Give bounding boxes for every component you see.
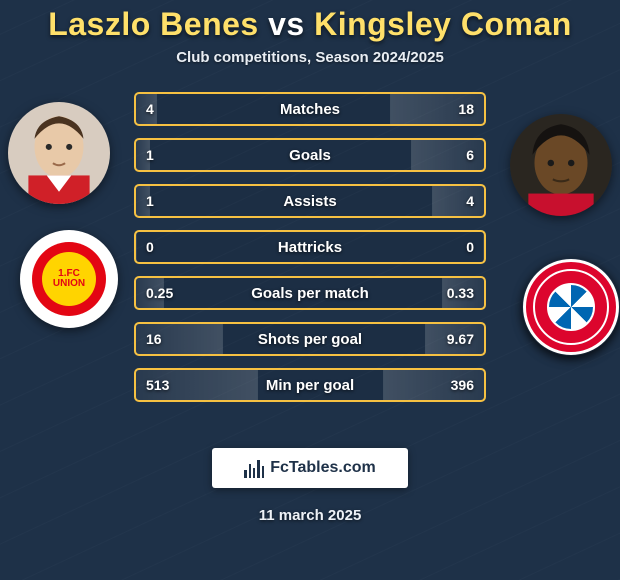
content-area: 1.FCUNION 418Matches16Goals14Assists00Ha…	[0, 92, 620, 422]
stat-label: Assists	[283, 193, 336, 210]
vs-label: vs	[268, 6, 305, 42]
union-berlin-badge: 1.FCUNION	[32, 242, 106, 316]
stat-right-value: 4	[466, 193, 474, 209]
player1-club-logo: 1.FCUNION	[20, 230, 118, 328]
stat-right-fill	[483, 232, 484, 262]
fctables-icon	[244, 458, 264, 478]
stat-row: 16 9.67 Shots per goal	[134, 322, 486, 356]
stat-right-value: 0	[466, 239, 474, 255]
player2-avatar-placeholder	[510, 114, 612, 216]
stat-left-value: 4	[146, 101, 154, 117]
stat-row: 1 4 Assists	[134, 184, 486, 218]
player1-name: Laszlo Benes	[48, 6, 259, 42]
stat-right-fill	[432, 186, 484, 216]
watermark-text: FcTables.com	[270, 459, 376, 477]
stat-row: 513 396 Min per goal	[134, 368, 486, 402]
watermark-badge: FcTables.com	[212, 448, 408, 488]
stat-row: 1 6 Goals	[134, 138, 486, 172]
stat-left-value: 16	[146, 331, 162, 347]
bayern-badge	[523, 259, 619, 355]
stat-label: Goals per match	[251, 285, 369, 302]
union-berlin-badge-inner: 1.FCUNION	[42, 252, 96, 306]
stat-row: 0.25 0.33 Goals per match	[134, 276, 486, 310]
page-title: Laszlo Benes vs Kingsley Coman	[0, 6, 620, 43]
stats-table: 418Matches16Goals14Assists00Hattricks0.2…	[134, 92, 486, 402]
stat-right-value: 396	[451, 377, 474, 393]
stat-label: Matches	[280, 101, 340, 118]
stat-row: 0 0 Hattricks	[134, 230, 486, 264]
stat-left-value: 0.25	[146, 285, 173, 301]
stat-label: Hattricks	[278, 239, 342, 256]
stat-label: Goals	[289, 147, 331, 164]
stat-right-value: 6	[466, 147, 474, 163]
stat-left-value: 513	[146, 377, 169, 393]
stat-right-value: 0.33	[447, 285, 474, 301]
player2-name: Kingsley Coman	[314, 6, 572, 42]
stat-right-value: 9.67	[447, 331, 474, 347]
stat-label: Min per goal	[266, 377, 354, 394]
stat-row: 4 18 Matches	[134, 92, 486, 126]
player2-avatar	[510, 114, 612, 216]
stat-left-value: 1	[146, 147, 154, 163]
stat-right-value: 18	[458, 101, 474, 117]
comparison-card: Laszlo Benes vs Kingsley Coman Club comp…	[0, 0, 620, 580]
stat-left-fill	[136, 232, 137, 262]
comparison-date: 11 march 2025	[0, 507, 620, 524]
player1-avatar	[8, 102, 110, 204]
player2-club-logo	[522, 258, 620, 356]
stat-left-value: 0	[146, 239, 154, 255]
player1-avatar-placeholder	[8, 102, 110, 204]
stat-label: Shots per goal	[258, 331, 362, 348]
bayern-badge-center	[547, 283, 595, 331]
stat-left-value: 1	[146, 193, 154, 209]
subtitle: Club competitions, Season 2024/2025	[0, 49, 620, 66]
